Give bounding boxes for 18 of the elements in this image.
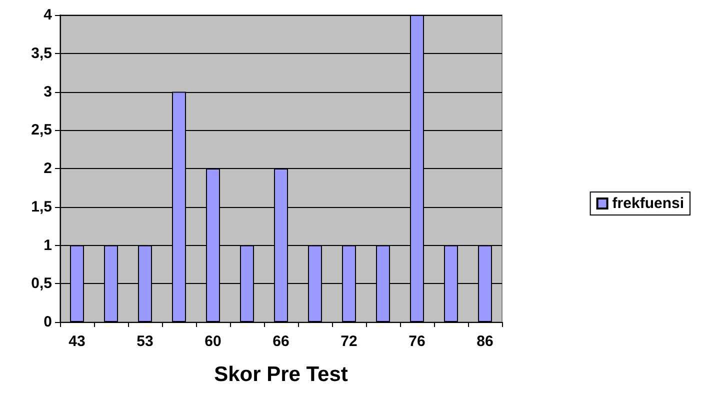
y-tick-label: 2 bbox=[44, 160, 52, 177]
x-tick-label: 86 bbox=[476, 333, 494, 350]
y-tick-label: 3,5 bbox=[31, 44, 52, 62]
y-tick-label: 3 bbox=[44, 83, 52, 100]
y-tick-label: 1,5 bbox=[31, 198, 52, 216]
x-tick-label: 53 bbox=[136, 333, 154, 350]
x-tick-label: 60 bbox=[204, 333, 222, 350]
y-tick-label: 2,5 bbox=[31, 122, 52, 139]
legend-label: frekfuensi bbox=[612, 195, 684, 212]
x-tick-label: 72 bbox=[340, 333, 358, 350]
x-tick-label: 66 bbox=[272, 333, 290, 350]
y-tick-label: 0,5 bbox=[31, 275, 52, 292]
x-tick-label: 76 bbox=[408, 333, 426, 350]
y-tick-label: 4 bbox=[44, 6, 53, 24]
x-axis-title: Skor Pre Test bbox=[214, 363, 348, 386]
y-tick-label: 1 bbox=[44, 236, 52, 254]
x-tick-label: 43 bbox=[68, 333, 86, 350]
y-tick-label: 0 bbox=[44, 314, 52, 330]
